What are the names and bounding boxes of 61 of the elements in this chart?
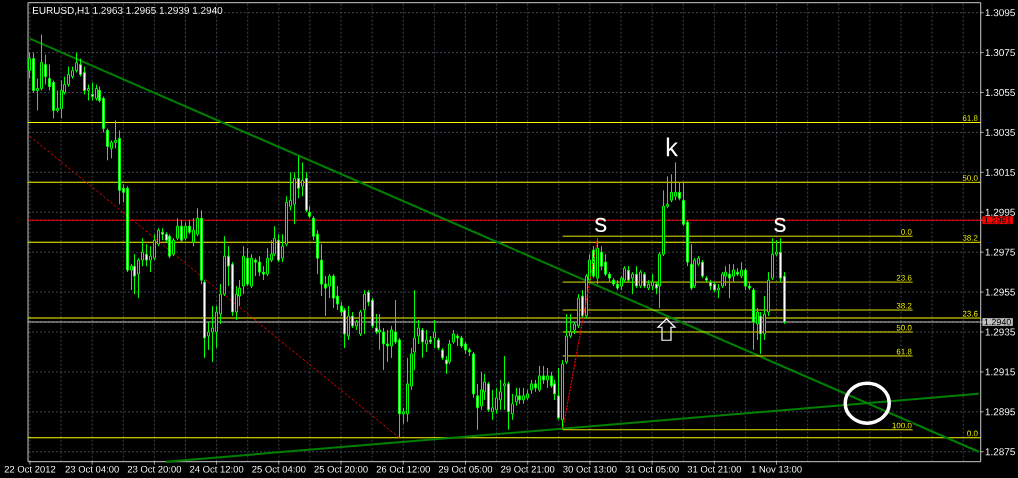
x-tick-label: 24 Oct 12:00	[189, 465, 244, 473]
candlestick	[515, 387, 519, 407]
x-tick-label: 23 Oct 04:00	[65, 465, 119, 473]
candlestick	[421, 327, 424, 359]
y-tick-label: 1.2975	[985, 248, 1015, 256]
x-tick-label: 22 Oct 2012	[4, 465, 56, 473]
annotation: k	[666, 137, 679, 157]
candlestick	[382, 327, 385, 371]
candlestick	[522, 387, 526, 405]
candlestick	[293, 171, 296, 225]
candlestick	[499, 379, 503, 411]
candlestick	[328, 273, 331, 299]
y-tick-label: 1.2995	[985, 208, 1015, 216]
candlestick	[495, 387, 498, 415]
candlestick	[44, 54, 47, 86]
x-tick-label: 26 Oct 12:00	[376, 465, 430, 473]
x-tick-label: 29 Oct 21:00	[501, 465, 555, 473]
y-tick-label: 1.2895	[985, 408, 1015, 416]
candlestick	[433, 319, 436, 349]
y-tick-label: 1.3055	[985, 88, 1015, 97]
candlestick	[518, 387, 522, 405]
candlestick	[390, 325, 393, 359]
candlestick	[363, 289, 366, 335]
y-tick-label: 1.3015	[985, 168, 1015, 176]
y-tick-label: 1.3035	[985, 128, 1015, 136]
x-tick-label: 25 Oct 20:00	[314, 465, 368, 473]
candlestick	[406, 357, 409, 423]
y-tick-label: 1.2915	[985, 368, 1015, 376]
candlestick	[133, 253, 136, 295]
x-tick-label: 31 Oct 21:00	[687, 465, 742, 473]
x-tick-label: 31 Oct 05:00	[625, 465, 679, 473]
candlestick	[386, 329, 389, 363]
x-tick-label: 29 Oct 05:00	[438, 465, 493, 473]
chart-title: EURUSD,H1 1.2963 1.2965 1.2939 1.2940	[33, 6, 223, 16]
candlestick	[211, 305, 214, 363]
x-tick-label: 23 Oct 20:00	[127, 465, 182, 473]
candlestick	[32, 52, 35, 93]
x-tick-label: 25 Oct 04:00	[252, 465, 306, 473]
candlestick	[332, 273, 335, 309]
candlestick	[752, 287, 756, 351]
y-tick-label: 1.2935	[985, 328, 1015, 336]
candlestick	[507, 381, 510, 431]
y-tick-label: 1.3075	[985, 49, 1015, 57]
candlestick	[476, 383, 479, 431]
y-tick-label: 1.3095	[985, 9, 1015, 17]
x-tick-label: 30 Oct 13:00	[563, 465, 617, 473]
y-tick-label: 1.2940	[984, 318, 1011, 326]
y-tick-label: 1.2955	[985, 288, 1015, 296]
candlestick	[118, 129, 121, 205]
x-tick-label: 1 Nov 13:00	[751, 465, 802, 473]
annotation: s	[595, 217, 607, 232]
candlestick	[487, 381, 490, 413]
y-tick-label: 1.2991	[984, 217, 1011, 224]
candlestick	[503, 355, 507, 411]
annotation: s	[774, 217, 786, 232]
candlestick	[75, 52, 78, 74]
candlestick	[40, 34, 43, 91]
candlestick	[106, 127, 109, 161]
candlestick	[320, 243, 323, 297]
candlestick	[557, 367, 561, 421]
y-tick-label: 1.2875	[985, 448, 1015, 456]
